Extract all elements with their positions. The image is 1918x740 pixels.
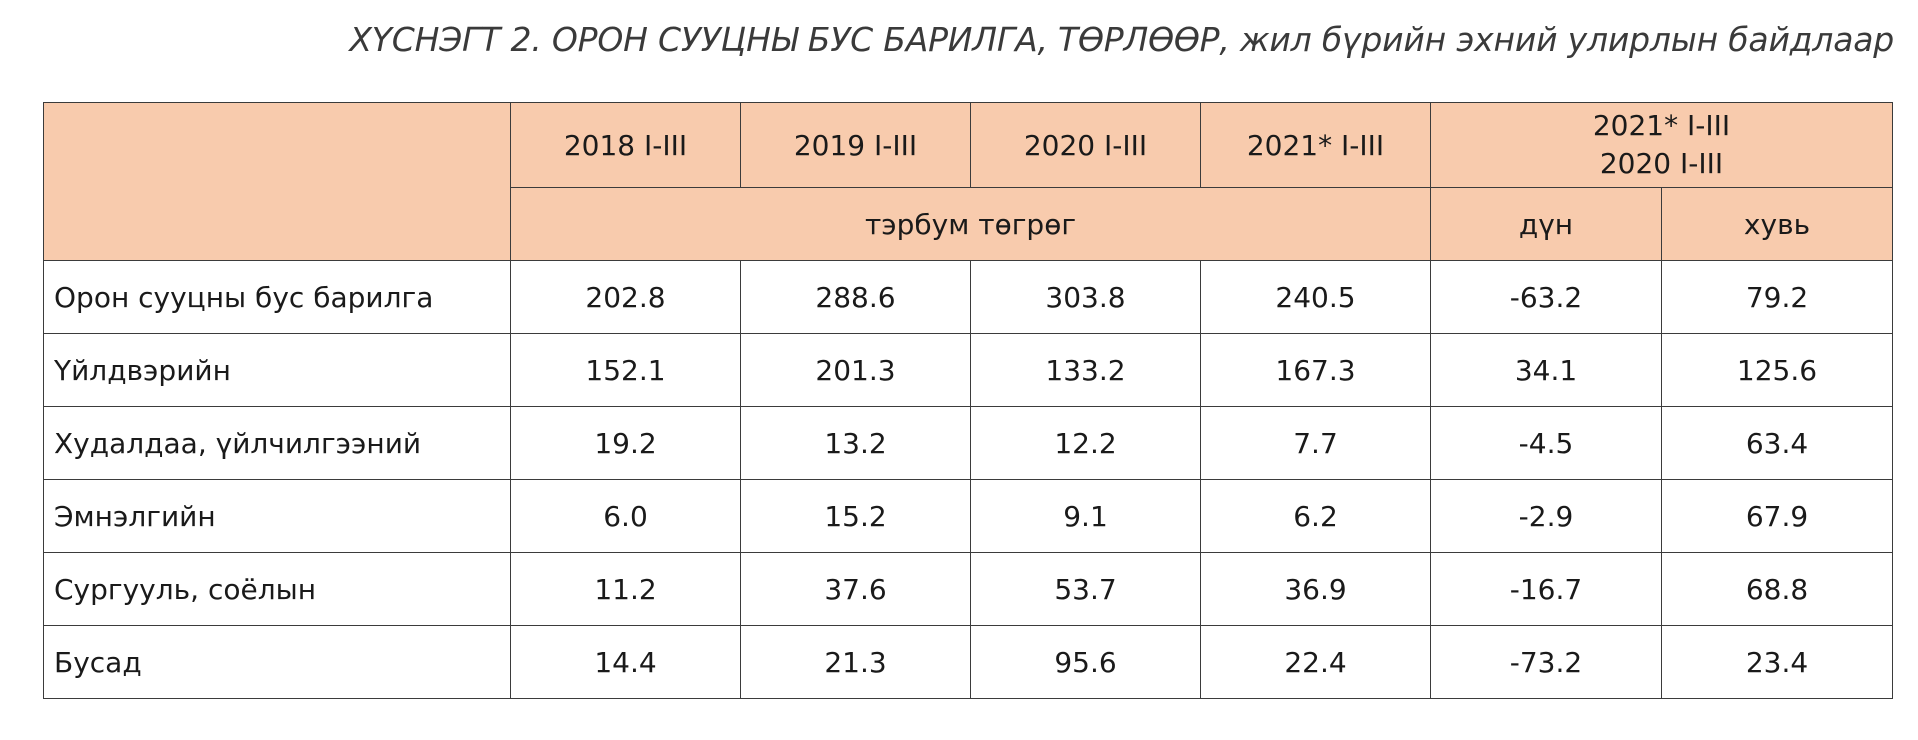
header-period-2019: 2019 I-III xyxy=(740,102,971,188)
table-row: Үйлдвэрийн 152.1 201.3 133.2 167.3 34.1 … xyxy=(43,333,1894,407)
header-row-periods: 2018 I-III 2019 I-III 2020 I-III 2021* I… xyxy=(43,102,1894,261)
cell-percent: 23.4 xyxy=(1660,625,1894,699)
header-row-units: тэрбум төгрөг дүн хувь xyxy=(44,187,1894,261)
table-row: Орон сууцны бус барилга 202.8 288.6 303.… xyxy=(43,260,1894,334)
header-percent-label: хувь xyxy=(1660,187,1894,261)
table-row: Бусад 14.4 21.3 95.6 22.4 -73.2 23.4 xyxy=(43,625,1894,699)
cell-2018: 6.0 xyxy=(510,479,741,553)
cell-change: -73.2 xyxy=(1430,625,1662,699)
cell-percent: 63.4 xyxy=(1660,406,1894,480)
row-label: Бусад xyxy=(43,625,511,699)
cell-change: -4.5 xyxy=(1430,406,1662,480)
cell-2018: 14.4 xyxy=(510,625,741,699)
header-unit-label: тэрбум төгрөг xyxy=(510,187,1431,261)
cell-2019: 201.3 xyxy=(740,333,971,407)
cell-change: 34.1 xyxy=(1430,333,1662,407)
cell-percent: 125.6 xyxy=(1660,333,1894,407)
header-corner-cell xyxy=(43,102,511,261)
cell-2018: 202.8 xyxy=(510,260,741,334)
cell-2019: 15.2 xyxy=(740,479,971,553)
header-comparison: 2021* I-III 2020 I-III xyxy=(1429,102,1894,188)
row-label: Үйлдвэрийн xyxy=(43,333,511,407)
cell-2018: 19.2 xyxy=(510,406,741,480)
cell-2021: 7.7 xyxy=(1200,406,1431,480)
header-comparison-line1: 2021* I-III xyxy=(1592,109,1731,142)
cell-2019: 13.2 xyxy=(740,406,971,480)
header-comparison-line2: 2020 I-III xyxy=(1599,147,1724,180)
cell-2019: 21.3 xyxy=(740,625,971,699)
cell-2020: 12.2 xyxy=(970,406,1201,480)
cell-2021: 240.5 xyxy=(1200,260,1431,334)
cell-2021: 22.4 xyxy=(1200,625,1431,699)
table-title: ХҮСНЭГТ 2. ОРОН СУУЦНЫ БУС БАРИЛГА, ТӨРЛ… xyxy=(349,20,1894,59)
cell-2020: 53.7 xyxy=(970,552,1201,626)
cell-2021: 167.3 xyxy=(1200,333,1431,407)
cell-change: -16.7 xyxy=(1430,552,1662,626)
cell-2020: 95.6 xyxy=(970,625,1201,699)
construction-table: 2018 I-III 2019 I-III 2020 I-III 2021* I… xyxy=(43,102,1894,699)
cell-2019: 288.6 xyxy=(740,260,971,334)
table-row: Эмнэлгийн 6.0 15.2 9.1 6.2 -2.9 67.9 xyxy=(43,479,1894,553)
cell-2020: 133.2 xyxy=(970,333,1201,407)
cell-2020: 9.1 xyxy=(970,479,1201,553)
cell-percent: 67.9 xyxy=(1660,479,1894,553)
cell-2021: 6.2 xyxy=(1200,479,1431,553)
cell-change: -63.2 xyxy=(1430,260,1662,334)
cell-2020: 303.8 xyxy=(970,260,1201,334)
row-label: Худалдаа, үйлчилгээний xyxy=(43,406,511,480)
header-period-2018: 2018 I-III xyxy=(510,102,741,188)
cell-2021: 36.9 xyxy=(1200,552,1431,626)
header-change-label: дүн xyxy=(1430,187,1662,261)
header-period-2020: 2020 I-III xyxy=(970,102,1201,188)
row-label: Эмнэлгийн xyxy=(43,479,511,553)
table-row: Худалдаа, үйлчилгээний 19.2 13.2 12.2 7.… xyxy=(43,406,1894,480)
cell-2018: 152.1 xyxy=(510,333,741,407)
header-period-2021: 2021* I-III xyxy=(1200,102,1431,188)
cell-2018: 11.2 xyxy=(510,552,741,626)
cell-2019: 37.6 xyxy=(740,552,971,626)
row-label: Орон сууцны бус барилга xyxy=(43,260,511,334)
row-label: Сургууль, соёлын xyxy=(43,552,511,626)
table-row: Сургууль, соёлын 11.2 37.6 53.7 36.9 -16… xyxy=(43,552,1894,626)
cell-change: -2.9 xyxy=(1430,479,1662,553)
cell-percent: 79.2 xyxy=(1660,260,1894,334)
cell-percent: 68.8 xyxy=(1660,552,1894,626)
